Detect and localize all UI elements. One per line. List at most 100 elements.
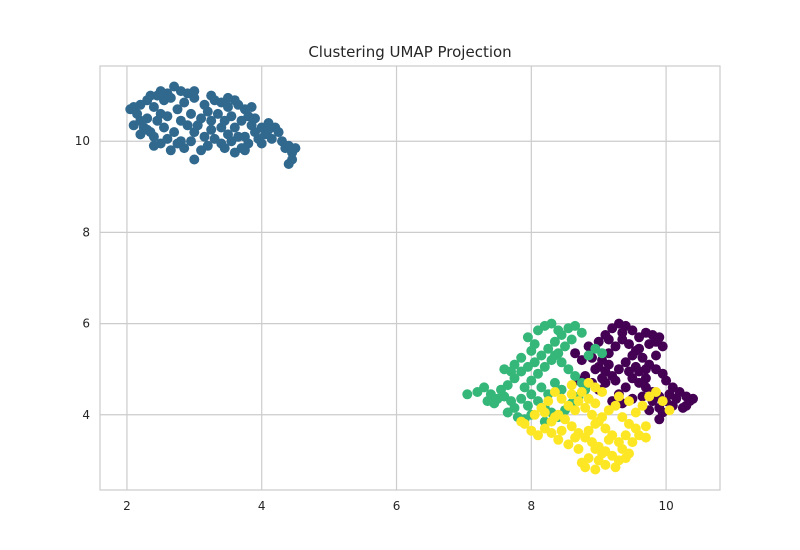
scatter-point bbox=[206, 90, 217, 101]
scatter-point bbox=[526, 375, 537, 386]
scatter-point bbox=[597, 348, 608, 359]
scatter-point bbox=[533, 430, 543, 441]
x-tick-label: 8 bbox=[527, 499, 535, 513]
scatter-point bbox=[563, 364, 574, 375]
scatter-point bbox=[172, 104, 183, 115]
scatter-point bbox=[556, 393, 567, 404]
scatter-point bbox=[536, 350, 547, 361]
scatter-point bbox=[634, 366, 645, 377]
scatter-point bbox=[597, 373, 608, 384]
series-1 bbox=[570, 318, 698, 425]
scatter-point bbox=[610, 375, 621, 386]
scatter-point bbox=[617, 412, 628, 423]
scatter-point bbox=[175, 136, 186, 147]
scatter-point bbox=[165, 92, 176, 103]
scatter-point bbox=[148, 131, 159, 142]
scatter-point bbox=[135, 115, 146, 126]
scatter-point bbox=[640, 421, 651, 432]
scatter-point bbox=[651, 387, 661, 397]
x-tick-label: 2 bbox=[123, 499, 131, 513]
scatter-point bbox=[506, 366, 517, 377]
scatter-point bbox=[549, 387, 560, 397]
scatter-point bbox=[273, 127, 284, 138]
scatter-point bbox=[223, 102, 233, 112]
scatter-point bbox=[681, 400, 692, 411]
x-tick-label: 6 bbox=[393, 499, 401, 513]
scatter-point bbox=[162, 111, 173, 122]
scatter-point bbox=[192, 120, 203, 131]
scatter-point bbox=[664, 405, 675, 416]
scatter-point bbox=[651, 350, 661, 361]
scatter-point bbox=[613, 391, 624, 402]
scatter-point bbox=[246, 102, 257, 112]
scatter-point bbox=[186, 108, 196, 119]
scatter-point bbox=[610, 400, 621, 411]
scatter-point bbox=[175, 115, 186, 126]
scatter-point bbox=[522, 400, 533, 411]
scatter-point bbox=[566, 334, 577, 345]
scatter-point bbox=[576, 327, 587, 338]
scatter-point bbox=[516, 393, 527, 404]
scatter-point bbox=[620, 382, 631, 393]
series-0 bbox=[125, 81, 301, 169]
scatter-point bbox=[556, 357, 567, 368]
scatter-point bbox=[560, 341, 570, 352]
scatter-point bbox=[229, 147, 240, 158]
scatter-point bbox=[610, 462, 621, 473]
scatter-point bbox=[142, 124, 153, 135]
scatter-point bbox=[239, 145, 250, 156]
scatter-point bbox=[516, 416, 527, 427]
scatter-point bbox=[590, 444, 601, 454]
scatter-point bbox=[627, 325, 638, 336]
scatter-point bbox=[620, 453, 631, 464]
scatter-point bbox=[566, 421, 577, 432]
scatter-point bbox=[630, 345, 641, 356]
scatter-point bbox=[640, 373, 651, 384]
scatter-point bbox=[560, 414, 570, 425]
scatter-point bbox=[250, 113, 260, 124]
scatter-point bbox=[553, 434, 564, 445]
scatter-point bbox=[549, 350, 560, 361]
y-tick-label: 8 bbox=[82, 225, 90, 239]
scatter-point bbox=[283, 159, 294, 169]
scatter-point bbox=[617, 327, 628, 338]
scatter-point bbox=[640, 432, 651, 443]
scatter-point bbox=[603, 334, 614, 345]
scatter-point bbox=[148, 102, 159, 112]
scatter-point bbox=[570, 371, 581, 381]
scatter-point bbox=[624, 339, 634, 350]
y-axis-ticks: 4 6 8 10 bbox=[75, 134, 90, 422]
scatter-point bbox=[165, 145, 176, 156]
y-tick-label: 6 bbox=[82, 317, 90, 331]
scatter-point bbox=[539, 361, 550, 372]
scatter-point bbox=[516, 352, 527, 363]
x-tick-label: 10 bbox=[658, 499, 673, 513]
scatter-point bbox=[219, 143, 230, 154]
scatter-point bbox=[526, 389, 537, 400]
plot-frame bbox=[99, 65, 721, 491]
scatter-point bbox=[610, 341, 621, 352]
scatter-point bbox=[462, 389, 473, 400]
scatter-point bbox=[549, 377, 560, 388]
scatter-point bbox=[590, 464, 601, 475]
scatter-point bbox=[566, 380, 577, 391]
scatter-point bbox=[189, 154, 200, 165]
scatter-point bbox=[654, 414, 665, 425]
scatter-point bbox=[573, 444, 584, 454]
scatter-point bbox=[543, 396, 554, 407]
scatter-point bbox=[206, 115, 217, 126]
scatter-point bbox=[479, 382, 490, 393]
scatter-point bbox=[159, 122, 169, 133]
scatter-point bbox=[529, 357, 540, 368]
scatter-point bbox=[603, 434, 614, 445]
scatter-point bbox=[263, 124, 274, 135]
scatter-point bbox=[661, 375, 672, 386]
scatter-point bbox=[543, 343, 554, 354]
scatter-point bbox=[519, 382, 530, 393]
scatter-point bbox=[556, 425, 567, 436]
scatter-point bbox=[536, 382, 547, 393]
scatter-point bbox=[563, 439, 574, 450]
scatter-point bbox=[169, 127, 180, 138]
scatter-point bbox=[651, 336, 661, 347]
scatter-point bbox=[502, 380, 513, 391]
